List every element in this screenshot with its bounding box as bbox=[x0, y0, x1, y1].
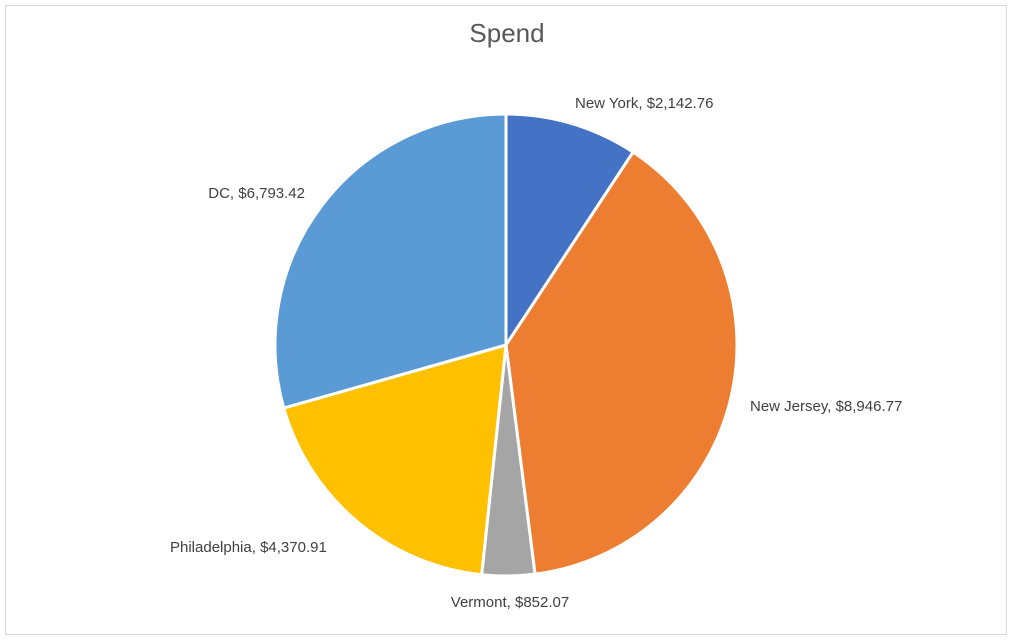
data-label-new-york: New York, $2,142.76 bbox=[575, 95, 713, 112]
data-label-philadelphia: Philadelphia, $4,370.91 bbox=[170, 539, 327, 556]
pie-slice-dc bbox=[273, 112, 508, 410]
chart-title: Spend bbox=[469, 18, 545, 48]
data-label-new-jersey: New Jersey, $8,946.77 bbox=[750, 398, 902, 415]
pie-slice-new-jersey bbox=[504, 150, 739, 576]
data-label-vermont: Vermont, $852.07 bbox=[451, 594, 569, 611]
pie-slice-philadelphia bbox=[282, 343, 508, 577]
data-label-dc: DC, $6,793.42 bbox=[208, 185, 305, 202]
pie-slice-new-york bbox=[504, 112, 635, 347]
